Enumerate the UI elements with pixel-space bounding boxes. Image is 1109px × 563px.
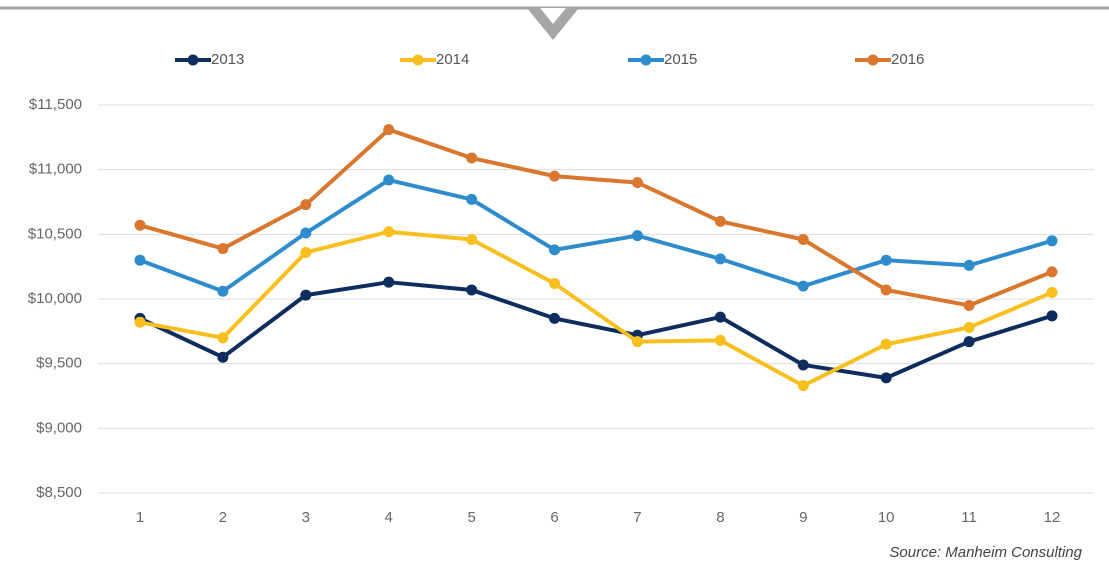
data-point xyxy=(631,230,643,242)
data-point xyxy=(880,338,892,350)
data-point xyxy=(1046,266,1058,278)
data-point xyxy=(1046,287,1058,299)
x-tick-label: 6 xyxy=(550,509,558,526)
data-point xyxy=(466,234,478,246)
x-tick-label: 9 xyxy=(799,509,807,526)
x-tick-label: 4 xyxy=(385,509,393,526)
data-point xyxy=(714,253,726,265)
data-point xyxy=(880,254,892,266)
y-tick-label: $11,500 xyxy=(29,96,82,113)
data-point xyxy=(963,299,975,311)
data-point xyxy=(1046,310,1058,322)
y-tick-label: $10,500 xyxy=(28,225,82,242)
data-point xyxy=(134,254,146,266)
data-point xyxy=(549,312,561,324)
data-point xyxy=(963,259,975,271)
data-point xyxy=(714,334,726,346)
data-point xyxy=(217,285,229,297)
x-tick-label: 7 xyxy=(633,509,641,526)
series-line xyxy=(139,178,1053,294)
data-point xyxy=(466,152,478,164)
data-point xyxy=(217,332,229,344)
data-point xyxy=(383,276,395,288)
series-line xyxy=(139,229,1053,388)
legend-dot xyxy=(412,54,424,66)
data-point xyxy=(797,234,809,246)
data-point xyxy=(714,215,726,227)
x-tick-label: 2 xyxy=(219,509,227,526)
data-point xyxy=(217,243,229,255)
legend-label: 2015 xyxy=(664,51,697,68)
x-tick-label: 1 xyxy=(136,509,144,526)
data-point xyxy=(549,244,561,256)
data-point xyxy=(383,174,395,186)
chevron-inner xyxy=(540,8,566,24)
data-point xyxy=(880,284,892,296)
data-point xyxy=(134,219,146,231)
data-point xyxy=(383,124,395,136)
legend-label: 2013 xyxy=(211,51,244,68)
x-tick-label: 5 xyxy=(467,509,475,526)
data-point xyxy=(134,316,146,328)
data-point xyxy=(963,321,975,333)
x-tick-label: 12 xyxy=(1044,509,1061,526)
y-tick-label: $11,000 xyxy=(29,161,82,178)
data-point xyxy=(217,351,229,363)
data-point xyxy=(631,177,643,189)
y-tick-label: $8,500 xyxy=(36,484,82,501)
legend-dot xyxy=(867,54,879,66)
data-point xyxy=(383,226,395,238)
data-point xyxy=(880,372,892,384)
data-point xyxy=(466,193,478,205)
x-tick-label: 10 xyxy=(878,509,895,526)
source: Source: Manheim Consulting xyxy=(889,544,1082,561)
data-point xyxy=(631,336,643,348)
series-line xyxy=(139,280,1053,380)
data-point xyxy=(300,227,312,239)
legend-label: 2014 xyxy=(436,51,469,68)
data-point xyxy=(714,311,726,323)
data-point xyxy=(963,336,975,348)
data-point xyxy=(300,246,312,258)
data-point xyxy=(797,380,809,392)
legend-dot xyxy=(187,54,199,66)
x-tick-label: 11 xyxy=(961,509,977,526)
x-tick-label: 3 xyxy=(302,509,310,526)
data-point xyxy=(300,199,312,211)
data-point xyxy=(1046,235,1058,247)
legend-label: 2016 xyxy=(891,51,924,68)
x-tick-label: 8 xyxy=(716,509,724,526)
y-tick-label: $9,000 xyxy=(36,419,82,436)
data-point xyxy=(549,277,561,289)
y-tick-label: $9,500 xyxy=(36,355,82,372)
data-point xyxy=(797,359,809,371)
data-point xyxy=(466,284,478,296)
data-point xyxy=(549,170,561,182)
legend-dot xyxy=(640,54,652,66)
data-point xyxy=(797,280,809,292)
data-point xyxy=(300,289,312,301)
y-tick-label: $10,000 xyxy=(28,290,82,307)
series-line xyxy=(139,127,1053,308)
